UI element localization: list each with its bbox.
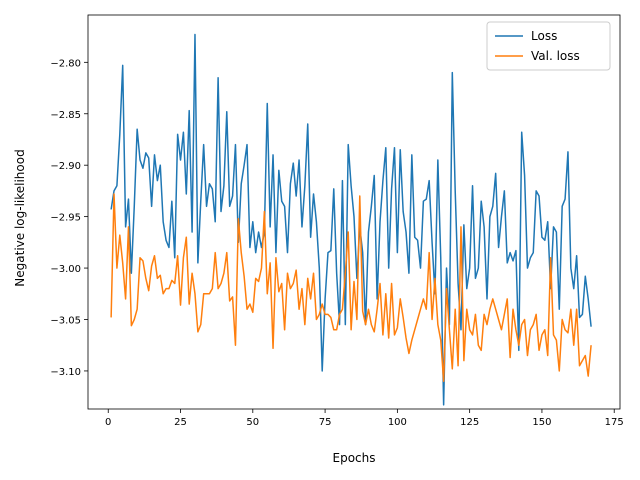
y-tick-label: −2.85 [50,110,81,121]
x-tick-label: 125 [460,417,479,428]
plot-frame [87,14,621,410]
x-tick-label: 150 [532,417,551,428]
x-tick-label: 175 [605,417,624,428]
y-tick-label: −3.10 [50,367,81,378]
x-tick-label: 25 [174,417,187,428]
legend-label: Val. loss [531,49,580,63]
x-tick-label: 75 [319,417,332,428]
x-tick-label: 50 [246,417,259,428]
y-tick-label: −3.00 [50,264,81,275]
x-tick-label: 100 [388,417,407,428]
x-tick-label: 0 [105,417,111,428]
data-line [110,33,592,406]
x-axis-label: Epochs [333,451,376,465]
legend-box [486,21,611,71]
y-tick-label: −2.90 [50,161,81,172]
y-tick-label: −2.80 [50,58,81,69]
data-line [110,193,592,382]
legend-label: Loss [531,29,557,43]
y-axis-label: Negative log-likelihood [13,149,27,286]
y-tick-label: −2.95 [50,213,81,224]
y-tick-label: −3.05 [50,316,81,327]
